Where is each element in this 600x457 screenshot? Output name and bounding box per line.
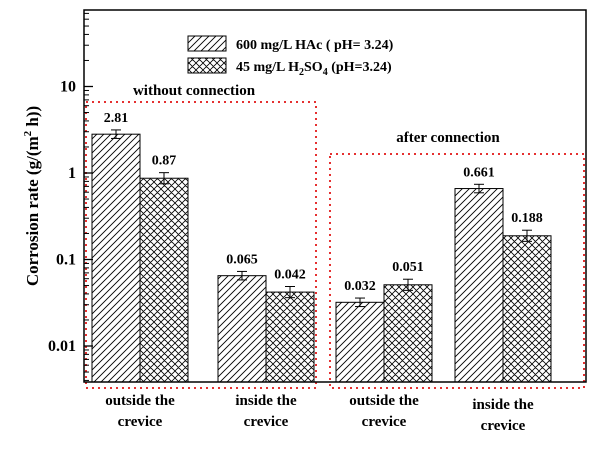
data-label: 0.188 <box>511 211 543 226</box>
data-labels: 2.81 0.065 0.032 0.661 0.87 0.042 0.051 0.188 <box>104 111 543 294</box>
group-box <box>85 101 317 389</box>
data-label: 0.032 <box>344 279 376 294</box>
category-label: crevice <box>244 414 289 430</box>
data-label: 0.661 <box>463 165 495 180</box>
data-label: 0.042 <box>274 268 306 283</box>
legend: 600 mg/L HAc ( pH= 3.24) 45 mg/L H2SO4 (… <box>187 35 394 78</box>
bar-h2so4-2 <box>383 284 433 383</box>
category-label: crevice <box>481 418 526 434</box>
bar-hac-0 <box>91 133 141 383</box>
group-label: after connection <box>396 130 500 146</box>
category-label: outside the <box>105 393 175 409</box>
data-label: 0.87 <box>152 154 177 169</box>
legend-label-h2so4-sub1: 2 <box>299 67 304 78</box>
category-label: crevice <box>118 414 163 430</box>
legend-swatch-hac <box>187 35 227 52</box>
legend-swatch-h2so4 <box>187 57 227 74</box>
category-labels: outside the crevice inside the crevice outsi… <box>105 393 534 434</box>
plot-frame <box>83 9 587 383</box>
category-label: outside the <box>349 393 419 409</box>
legend-label-h2so4: 45 mg/L H2SO4 (pH=3.24) <box>236 60 392 78</box>
bars <box>91 129 552 383</box>
legend-label-h2so4-b: SO <box>304 60 323 75</box>
data-label: 2.81 <box>104 111 129 126</box>
data-label: 0.065 <box>226 252 258 267</box>
y-axis-label-end: h)) <box>23 106 42 131</box>
category-label: inside the <box>235 393 297 409</box>
category-label: crevice <box>362 414 407 430</box>
group-boxes: without connection after connection <box>85 83 585 389</box>
bar-hac-1 <box>217 275 267 383</box>
y-axis-label: Corrosion rate (g/(m2 h)) <box>22 106 42 286</box>
group-box <box>329 153 585 389</box>
bar-h2so4-0 <box>139 177 189 383</box>
axes <box>83 9 587 383</box>
category-label: inside the <box>472 397 534 413</box>
y-axis-label-main: Corrosion rate (g/(m <box>23 136 42 286</box>
y-tick-label: 0.01 <box>48 338 76 355</box>
legend-label-h2so4-a: 45 mg/L H <box>236 60 299 75</box>
y-tick-label: 1 <box>68 165 76 182</box>
legend-label-h2so4-sub2: 4 <box>323 67 328 78</box>
y-axis-label-sup: 2 <box>22 130 34 136</box>
bar-h2so4-3 <box>502 235 552 383</box>
y-tick-label: 10 <box>60 79 76 96</box>
bar-hac-3 <box>454 188 504 383</box>
legend-label-hac: 600 mg/L HAc ( pH= 3.24) <box>236 38 394 53</box>
bar-h2so4-1 <box>265 291 315 383</box>
legend-label-h2so4-c: (pH=3.24) <box>328 60 392 75</box>
group-label: without connection <box>133 83 256 99</box>
bar-hac-2 <box>335 301 385 383</box>
data-label: 0.051 <box>392 260 424 275</box>
y-tick-label: 0.1 <box>56 252 76 269</box>
y-axis-ticks: 0.01 0.1 1 10 <box>48 12 93 381</box>
